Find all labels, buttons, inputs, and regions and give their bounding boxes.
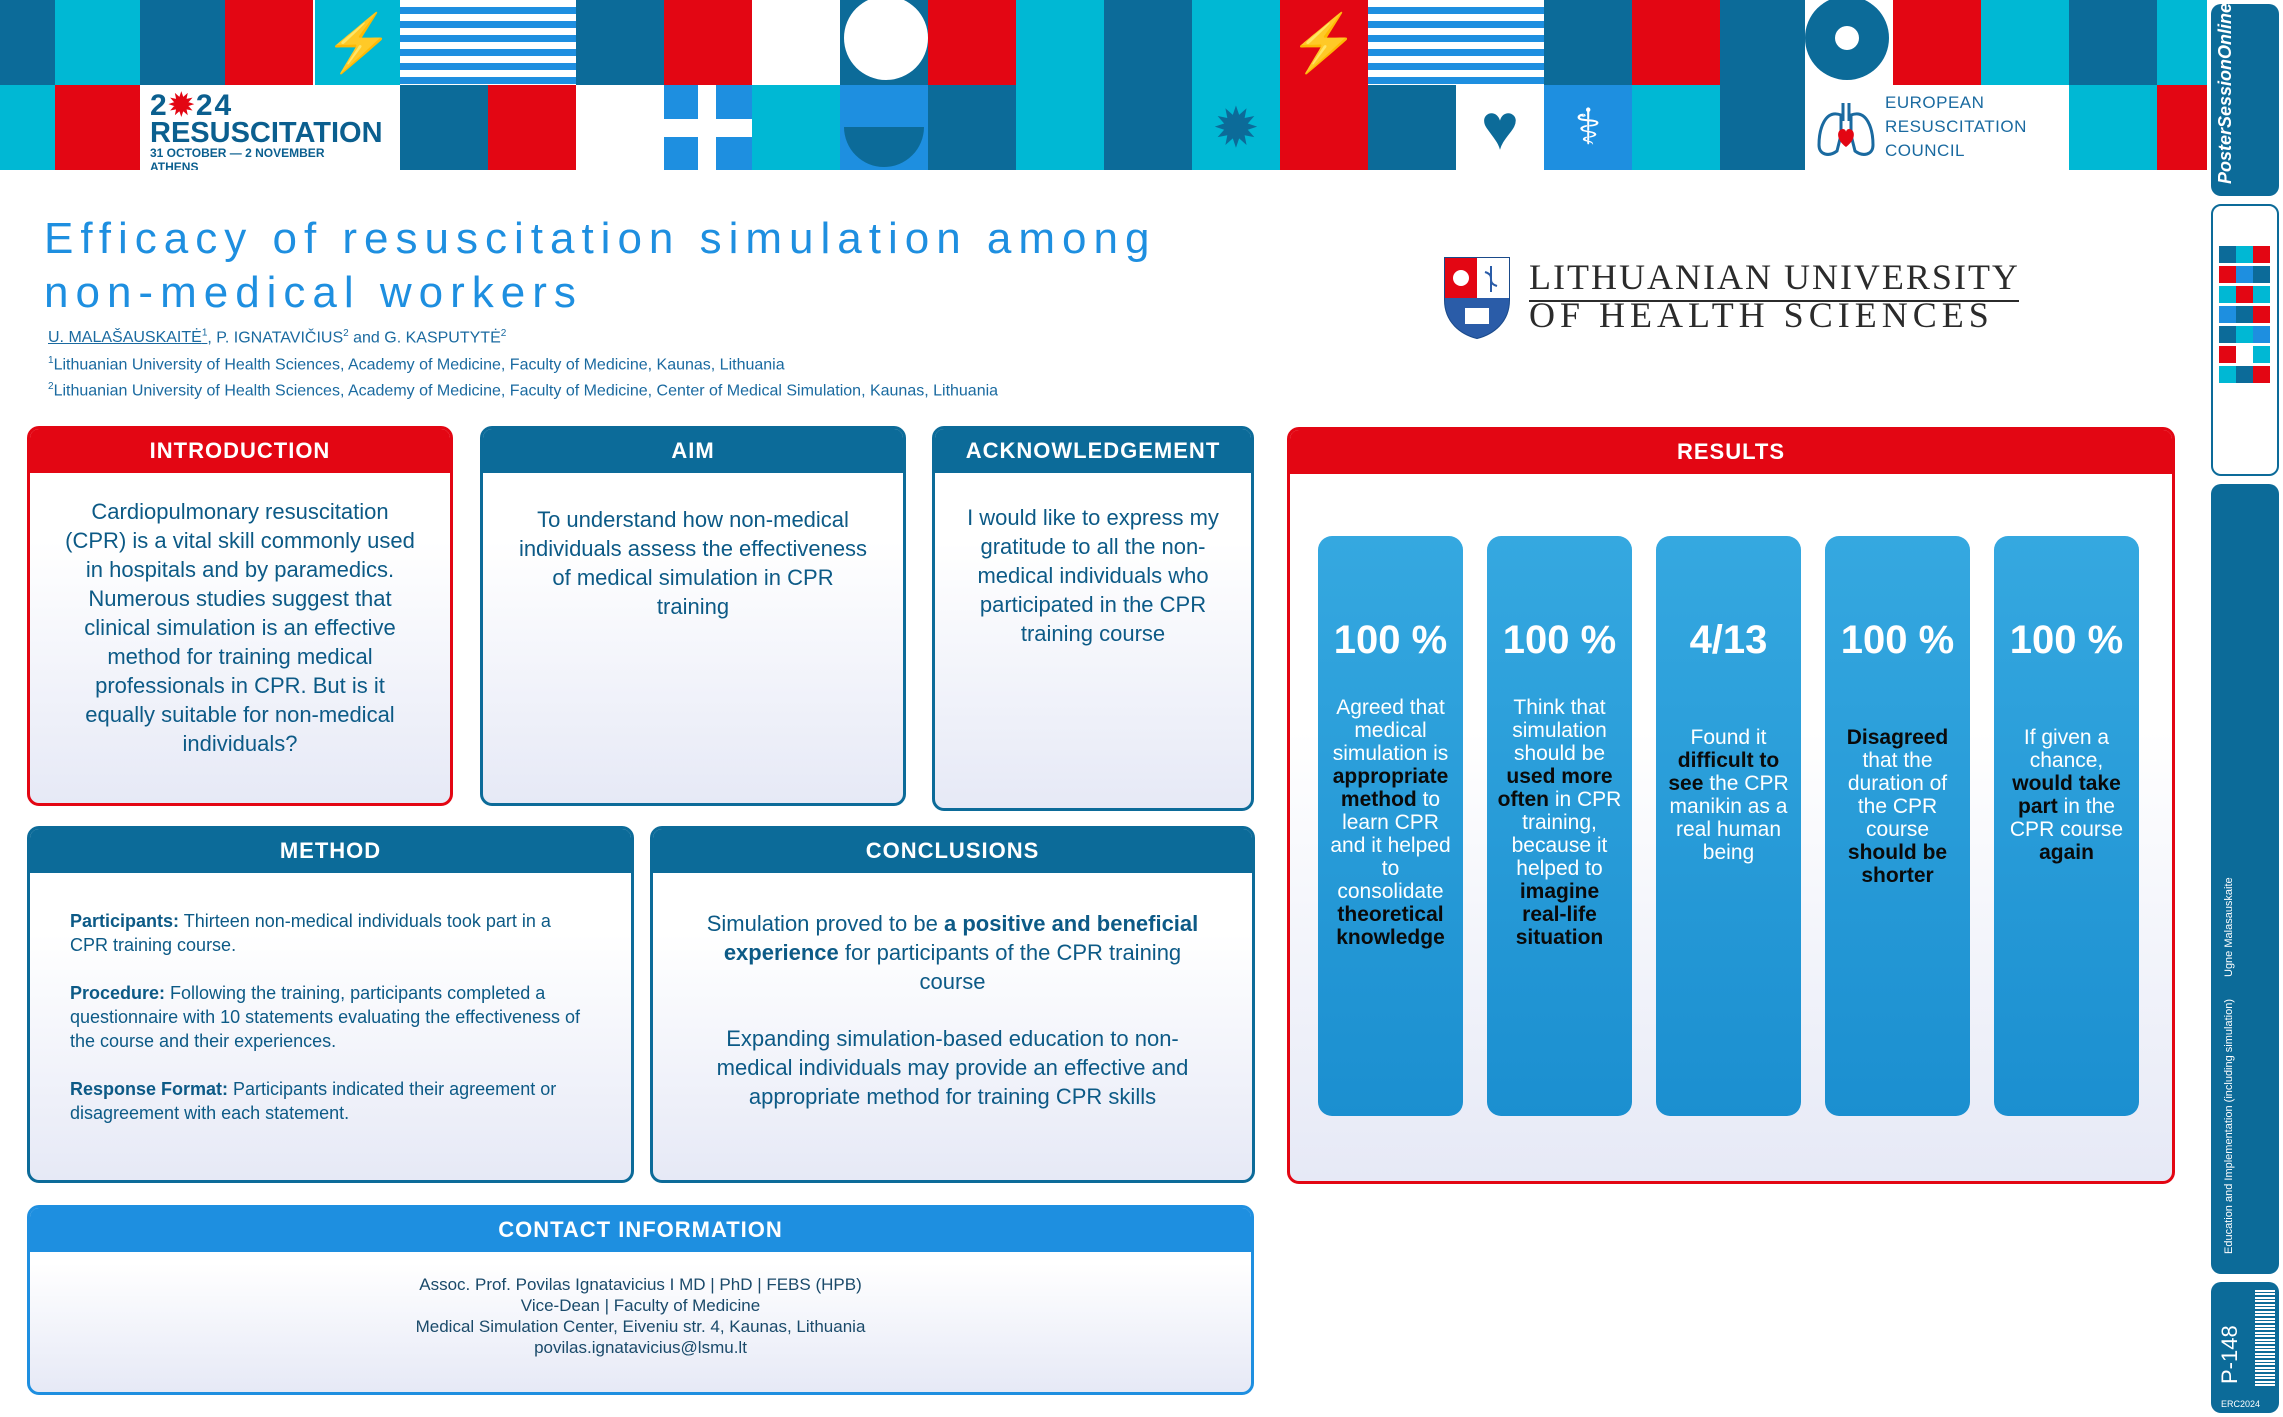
method-procedure: Procedure: Following the training, parti… bbox=[70, 983, 580, 1051]
category-label: Education and Implementation (including … bbox=[2211, 484, 2279, 1274]
conclusion-1: Simulation proved to be a positive and b… bbox=[706, 911, 1199, 994]
lightning-icon: ⚡ bbox=[315, 0, 403, 85]
result-description: Think that simulation should be used mor… bbox=[1497, 696, 1622, 949]
acknowledgement-heading: ACKNOWLEDGEMENT bbox=[935, 429, 1251, 473]
contact-address: Medical Simulation Center, Eiveniu str. … bbox=[415, 1317, 866, 1336]
aim-text: To understand how non-medical individual… bbox=[518, 507, 868, 619]
result-value: 100 % bbox=[1840, 618, 1955, 662]
presenting-author[interactable]: U. MALAŠAUSKAITĖ1 bbox=[48, 328, 208, 347]
result-value: 4/13 bbox=[1689, 618, 1768, 662]
result-description: Found it difficult to see the CPR maniki… bbox=[1668, 726, 1789, 864]
result-value: 100 % bbox=[1502, 618, 1617, 662]
introduction-panel: INTRODUCTION Cardiopulmonary resuscitati… bbox=[27, 426, 453, 806]
aim-heading: AIM bbox=[483, 429, 903, 473]
introduction-heading: INTRODUCTION bbox=[30, 429, 450, 473]
result-card: 100 % If given a chance, would take part … bbox=[1994, 536, 2139, 1116]
barcode bbox=[2255, 1290, 2275, 1386]
contact-heading: CONTACT INFORMATION bbox=[30, 1208, 1251, 1252]
lightning-icon: ⚡ bbox=[1280, 0, 1368, 85]
result-description: Disagreed that the duration of the CPR c… bbox=[1846, 726, 1949, 887]
conclusion-2: Expanding simulation-based education to … bbox=[716, 1026, 1189, 1109]
contact-email[interactable]: povilas.ignatavicius@lsmu.lt bbox=[534, 1338, 747, 1357]
resuscitation-2024-logo: 2✹24 RESUSCITATION 31 OCTOBER — 2 NOVEMB… bbox=[150, 89, 383, 171]
author-text: Ugne Malasauskaite bbox=[2223, 877, 2235, 978]
result-card: 100 % Disagreed that the duration of the … bbox=[1825, 536, 1970, 1116]
method-heading: METHOD bbox=[30, 829, 631, 873]
author-list: U. MALAŠAUSKAITĖ1, P. IGNATAVIČIUS2 and … bbox=[48, 328, 507, 347]
result-value: 100 % bbox=[2009, 618, 2124, 662]
conclusions-panel: CONCLUSIONS Simulation proved to be a po… bbox=[650, 826, 1255, 1183]
lsmu-logo: LITHUANIAN UNIVERSITY OF HEALTH SCIENCES bbox=[1443, 250, 2023, 346]
aim-panel: AIM To understand how non-medical indivi… bbox=[480, 426, 906, 806]
poster-number-badge: P-148 ERC2024 bbox=[2211, 1282, 2279, 1413]
affiliation-1: 1Lithuanian University of Health Science… bbox=[48, 355, 785, 374]
result-card: 4/13 Found it difficult to see the CPR ma… bbox=[1656, 536, 1801, 1116]
result-card: 100 % Agreed that medical simulation is a… bbox=[1318, 536, 1463, 1116]
heart-icon: ♥ bbox=[1456, 85, 1544, 170]
result-description: If given a chance, would take part in th… bbox=[2009, 726, 2124, 864]
affiliation-2: 2Lithuanian University of Health Science… bbox=[48, 381, 999, 400]
conclusions-heading: CONCLUSIONS bbox=[653, 829, 1252, 873]
acknowledgement-panel: ACKNOWLEDGEMENT I would like to express … bbox=[932, 426, 1254, 811]
poster-title: Efficacy of resuscitation simulation amo… bbox=[44, 214, 1157, 317]
medical-staff-icon: ⚕ bbox=[1544, 85, 1632, 170]
contact-name: Assoc. Prof. Povilas Ignatavicius I MD |… bbox=[419, 1275, 862, 1294]
method-response-format: Response Format: Participants indicated … bbox=[70, 1079, 557, 1123]
result-value: 100 % bbox=[1333, 618, 1448, 662]
starburst-icon: ✹ bbox=[1192, 85, 1280, 170]
contact-role: Vice-Dean | Faculty of Medicine bbox=[520, 1296, 761, 1315]
introduction-text: Cardiopulmonary resuscitation (CPR) is a… bbox=[65, 499, 415, 756]
method-participants: Participants: Thirteen non-medical indiv… bbox=[70, 911, 551, 955]
congress-banner: ⚡ ⚡ ✹ ♥ ⚕ 2✹24 RESUSCITATION 31 OCTOBER … bbox=[0, 0, 2207, 170]
result-card: 100 % Think that simulation should be use… bbox=[1487, 536, 1632, 1116]
poster-session-online-logo[interactable]: PosterSessionOnline bbox=[2211, 3, 2279, 196]
poster-thumbnail[interactable] bbox=[2211, 204, 2279, 476]
cross-icon bbox=[664, 85, 752, 170]
erc-logo: EUROPEAN RESUSCITATION COUNCIL bbox=[1805, 85, 2065, 170]
contact-panel: CONTACT INFORMATION Assoc. Prof. Povilas… bbox=[27, 1205, 1254, 1395]
category-text: Education and Implementation (including … bbox=[2223, 999, 2235, 1254]
university-crest-icon bbox=[1444, 257, 1510, 340]
method-panel: METHOD Participants: Thirteen non-medica… bbox=[27, 826, 634, 1183]
poster-session-sidebar: PosterSessionOnline Education and Implem… bbox=[2207, 0, 2283, 1417]
results-heading: RESULTS bbox=[1290, 430, 2172, 474]
acknowledgement-text: I would like to express my gratitude to … bbox=[967, 505, 1219, 646]
lungs-heart-icon bbox=[1817, 103, 1875, 156]
result-description: Agreed that medical simulation is approp… bbox=[1330, 696, 1451, 949]
